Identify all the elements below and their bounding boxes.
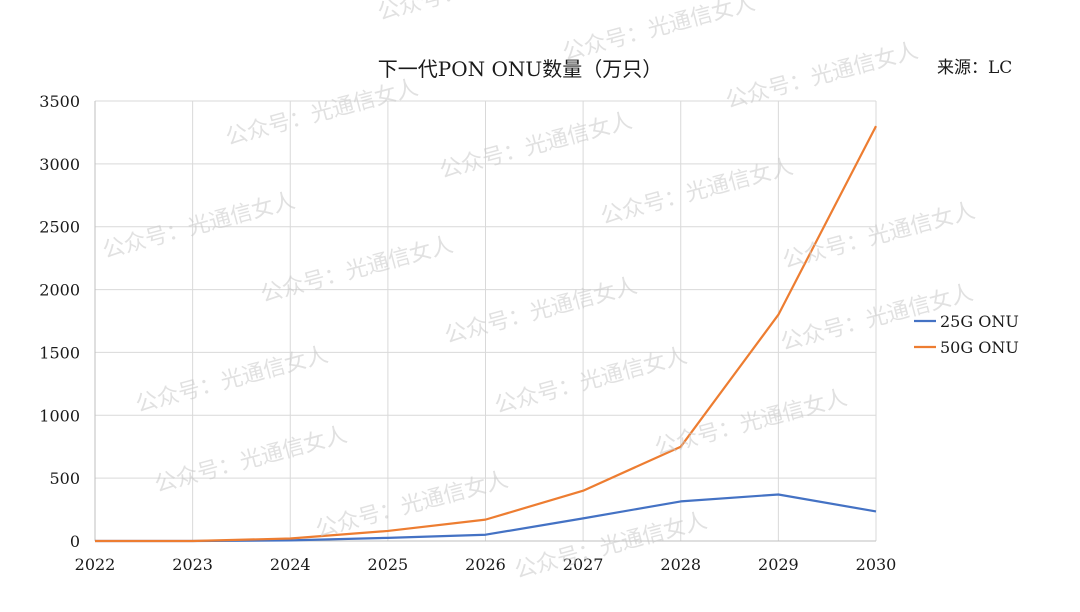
watermark-text: 公众号：光通信女人	[598, 154, 796, 229]
legend-label: 50G ONU	[940, 338, 1019, 357]
watermark-text: 公众号：光通信女人	[780, 198, 978, 273]
x-tick-label: 2025	[368, 555, 409, 574]
watermark-text: 公众号：光通信女人	[437, 108, 635, 183]
watermark-text: 公众号：光通信女人	[652, 385, 850, 460]
legend: 25G ONU 50G ONU	[914, 312, 1019, 357]
y-tick-label: 1000	[39, 406, 80, 425]
x-tick-label: 2023	[172, 555, 213, 574]
watermark-text: 公众号：光通信女人	[152, 422, 350, 497]
source-label: 来源：LC	[937, 58, 1012, 78]
y-tick-label: 3500	[39, 92, 80, 111]
x-tick-label: 2028	[660, 555, 701, 574]
watermark-text: 公众号：光通信女人	[492, 343, 690, 418]
watermark-text: 公众号：光通信女人	[100, 188, 298, 263]
y-tick-label: 3000	[39, 155, 80, 174]
y-tick-label: 2500	[39, 218, 80, 237]
x-tick-label: 2030	[856, 555, 897, 574]
x-tick-label: 2024	[270, 555, 311, 574]
watermark-text: 公众号：光通信女人	[223, 75, 421, 150]
legend-label: 25G ONU	[940, 312, 1019, 331]
y-tick-label: 0	[70, 532, 80, 551]
y-tick-label: 1500	[39, 343, 80, 362]
y-tick-label: 500	[49, 469, 80, 488]
watermark-text: 公众号：光通信女人	[442, 273, 640, 348]
x-tick-label: 2029	[758, 555, 799, 574]
watermark-text: 公众号：光通信女人	[375, 0, 573, 26]
watermark-text: 公众号：光通信女人	[560, 0, 758, 66]
y-tick-label: 2000	[39, 281, 80, 300]
chart-title: 下一代PON ONU数量（万只）	[378, 57, 662, 81]
watermark-layer: 公众号：光通信女人公众号：光通信女人公众号：光通信女人公众号：光通信女人公众号：…	[100, 0, 978, 584]
x-tick-label: 2026	[465, 555, 506, 574]
watermark-text: 公众号：光通信女人	[258, 232, 456, 307]
watermark-text: 公众号：光通信女人	[313, 467, 511, 542]
x-tick-label: 2022	[75, 555, 116, 574]
watermark-text: 公众号：光通信女人	[723, 38, 921, 113]
watermark-text: 公众号：光通信女人	[133, 342, 331, 417]
